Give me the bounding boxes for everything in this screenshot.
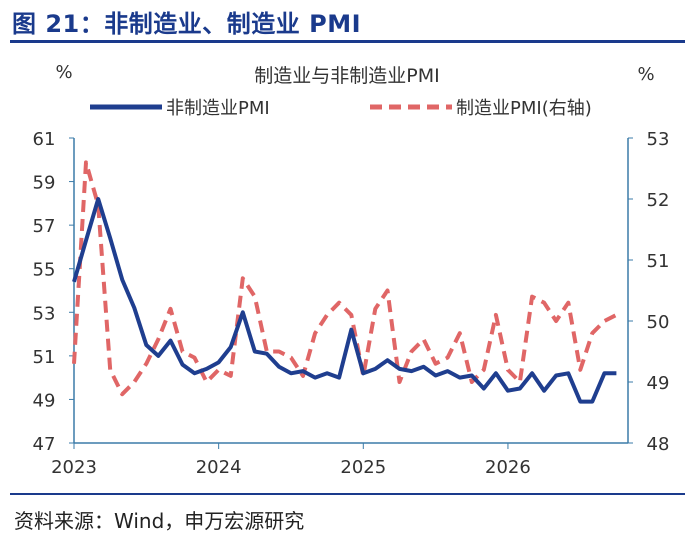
legend-label-mfg: 制造业PMI(右轴)	[456, 98, 592, 119]
tick-labels: 61 59 57 55 53 51 49 47 53 52 51 50 49 48 2023 2024 2025…	[33, 129, 670, 478]
right-tick-label: 51	[647, 251, 670, 272]
right-tick-label: 52	[647, 190, 670, 211]
x-tick-label: 2024	[196, 457, 242, 478]
legend: 非制造业PMI 制造业PMI(右轴)	[90, 98, 592, 119]
pmi-line-chart: 制造业与非制造业PMI % % 非制造业PMI 制造业PMI(右轴) 61 59 5…	[33, 62, 670, 478]
x-tick-label: 2026	[485, 457, 531, 478]
x-tick-label: 2025	[340, 457, 386, 478]
legend-label-nonmfg: 非制造业PMI	[166, 98, 270, 119]
left-tick-label: 55	[33, 260, 56, 281]
title-rule	[10, 40, 685, 43]
figure-title: 图 21：非制造业、制造业 PMI	[12, 10, 362, 38]
series-line-non-manufacturing	[72, 197, 617, 404]
left-tick-label: 49	[33, 390, 56, 411]
right-tick-label: 53	[647, 129, 670, 150]
x-tick-label: 2023	[51, 457, 97, 478]
left-tick-label: 51	[33, 347, 56, 368]
left-axis-unit: %	[55, 62, 72, 83]
right-tick-label: 48	[647, 434, 670, 455]
source-note: 资料来源：Wind，申万宏源研究	[14, 509, 305, 533]
left-tick-label: 57	[33, 216, 56, 237]
footer-rule	[10, 493, 685, 495]
right-axis-unit: %	[637, 64, 654, 85]
series-line-manufacturing	[72, 160, 618, 397]
right-tick-label: 49	[647, 373, 670, 394]
series-lines	[72, 160, 618, 404]
chart-title: 制造业与非制造业PMI	[254, 65, 439, 87]
left-tick-label: 47	[33, 434, 56, 455]
right-tick-label: 50	[647, 312, 670, 333]
left-tick-label: 61	[33, 129, 56, 150]
left-tick-label: 59	[33, 173, 56, 194]
axes	[69, 137, 633, 449]
left-tick-label: 53	[33, 303, 56, 324]
